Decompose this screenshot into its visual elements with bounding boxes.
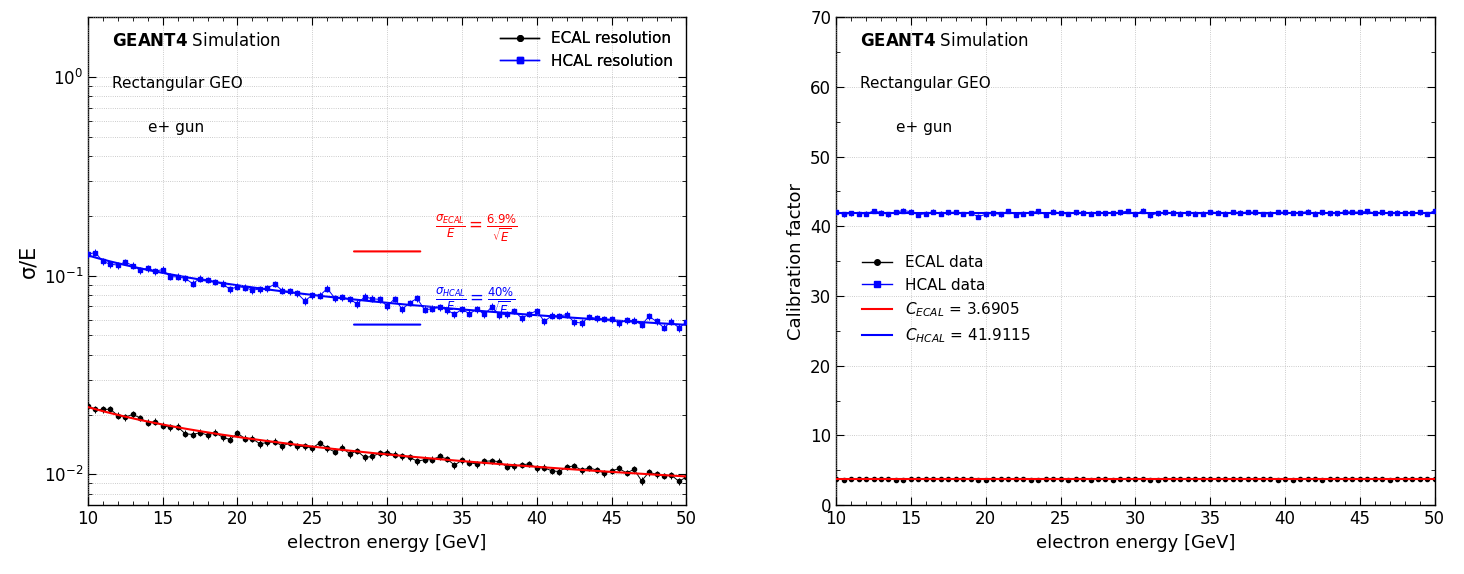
Y-axis label: Calibration factor: Calibration factor [786,183,805,340]
Text: Rectangular GEO: Rectangular GEO [111,76,243,91]
X-axis label: electron energy [GeV]: electron energy [GeV] [287,534,488,552]
Legend: ECAL data, HCAL data, $C_{ECAL}$ = 3.6905, $C_{HCAL}$ = 41.9115: ECAL data, HCAL data, $C_{ECAL}$ = 3.690… [856,249,1037,351]
Legend: ECAL resolution, HCAL resolution: ECAL resolution, HCAL resolution [495,25,679,75]
Text: $\frac{\sigma_{ECAL}}{E} = \frac{6.9\%}{\sqrt{E}}$: $\frac{\sigma_{ECAL}}{E} = \frac{6.9\%}{… [435,212,518,244]
Text: Rectangular GEO: Rectangular GEO [859,76,991,91]
Text: $\mathbf{GEANT4}$ Simulation: $\mathbf{GEANT4}$ Simulation [859,32,1029,50]
Y-axis label: σ/E: σ/E [18,245,38,278]
X-axis label: electron energy [GeV]: electron energy [GeV] [1035,534,1236,552]
Text: $\mathbf{GEANT4}$ Simulation: $\mathbf{GEANT4}$ Simulation [111,32,281,50]
Text: e+ gun: e+ gun [148,120,203,135]
Text: $\frac{\sigma_{HCAL}}{E} = \frac{40\%}{\sqrt{E}}$: $\frac{\sigma_{HCAL}}{E} = \frac{40\%}{\… [435,285,515,317]
Text: e+ gun: e+ gun [896,120,952,135]
